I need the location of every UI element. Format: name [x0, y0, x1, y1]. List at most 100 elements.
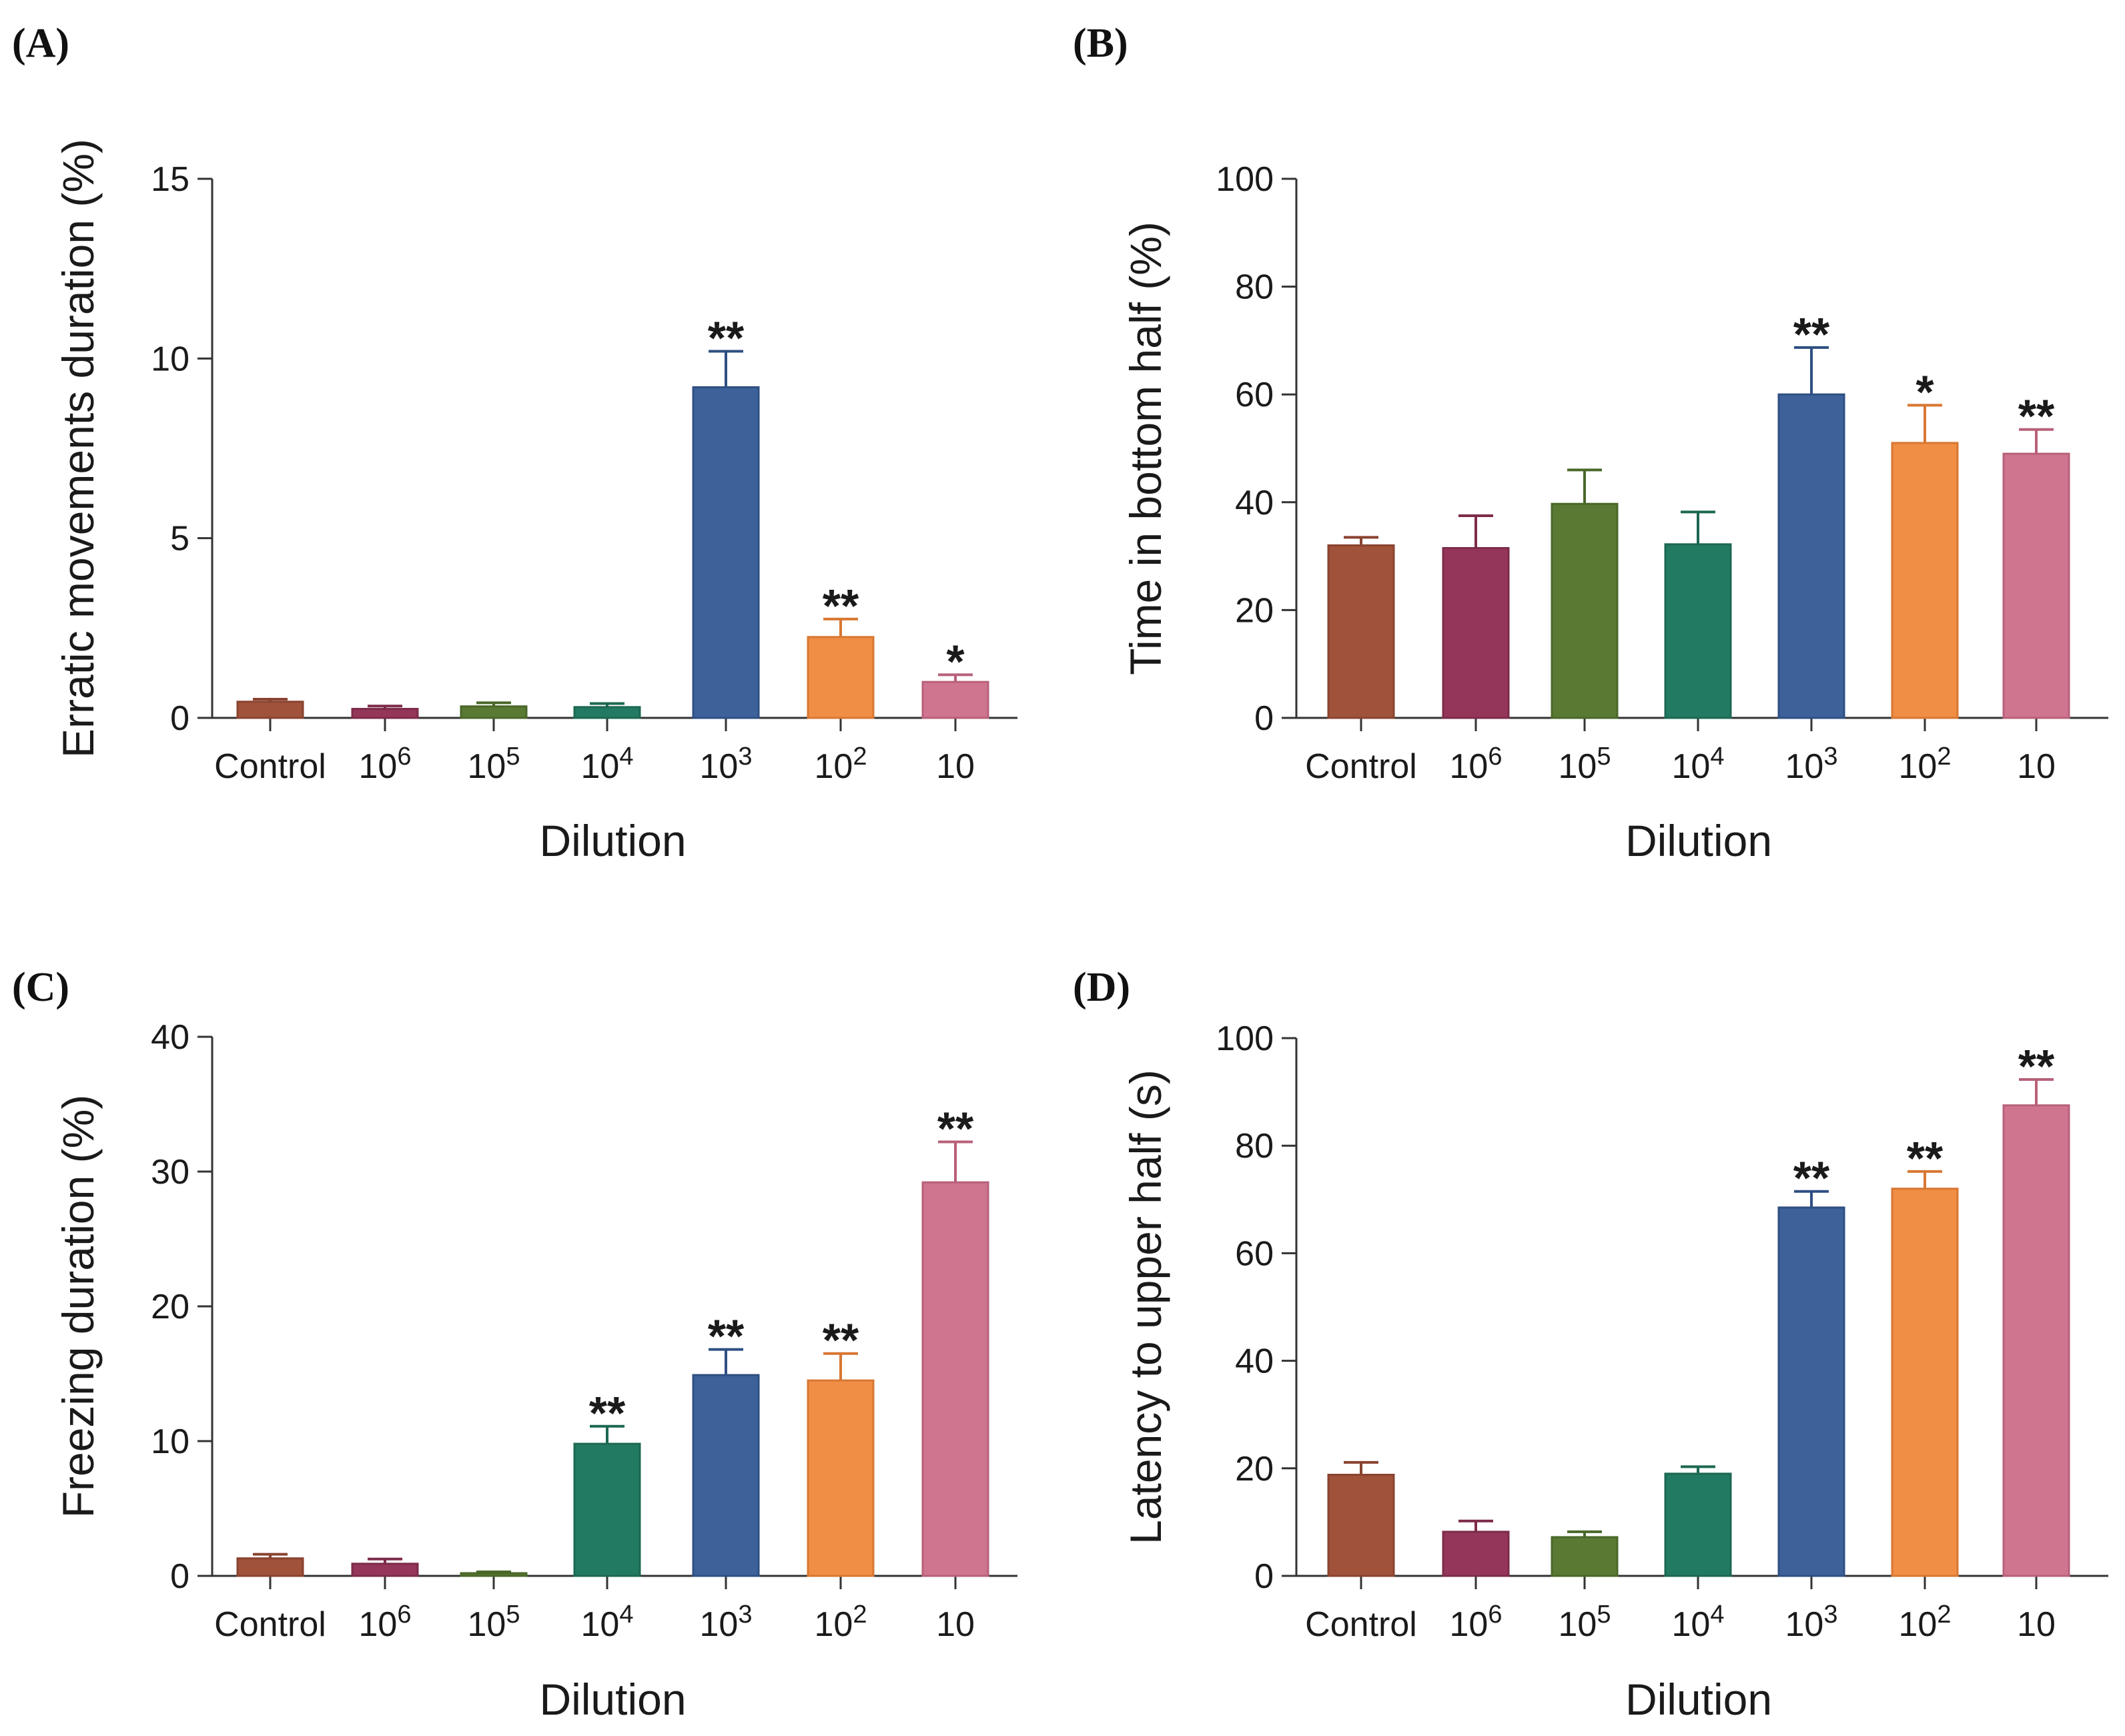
- y-tick-label: 60: [1235, 1234, 1274, 1273]
- bar: [1777, 393, 1845, 719]
- chart-panel-d: (D) 0 20 40 60 80 100 Latency to upper half (s)…: [1073, 965, 2108, 1724]
- bar: [921, 681, 989, 719]
- y-tick-label: 100: [1216, 1019, 1274, 1058]
- significance-mark: **: [2018, 390, 2055, 442]
- chart-panel-b: (B) 0 20 40 60 80 100 Time in bottom half (%) Di…: [1073, 21, 2108, 865]
- x-tick-label: 105: [468, 1601, 520, 1644]
- x-tick-label: Control: [214, 747, 326, 786]
- x-tick-label: 104: [1672, 1601, 1725, 1644]
- bar: [460, 705, 528, 719]
- y-axis-title: Time in bottom half (%): [1121, 222, 1170, 675]
- y-tick-label: 80: [1235, 268, 1274, 307]
- x-tick-label: 104: [1672, 743, 1725, 786]
- x-tick-label: 103: [1785, 743, 1838, 786]
- bar: [807, 1379, 875, 1577]
- panel-label: (D): [1073, 965, 1130, 1010]
- x-tick-label: 10: [936, 747, 975, 786]
- y-tick-label: 20: [151, 1288, 189, 1326]
- significance-mark: **: [708, 1310, 745, 1362]
- bar: [1442, 1531, 1510, 1577]
- panel-label: (B): [1073, 21, 1128, 66]
- bar: [2002, 1104, 2070, 1577]
- y-tick-label: 40: [151, 1018, 189, 1057]
- bar: [351, 1563, 419, 1577]
- x-tick-label: 106: [359, 1601, 412, 1644]
- x-tick-label: 106: [1450, 743, 1503, 786]
- x-tick-label: 10: [2017, 1605, 2056, 1644]
- x-tick-label: 106: [359, 743, 412, 786]
- x-tick-label: 104: [581, 743, 634, 786]
- x-tick-label: 105: [468, 743, 520, 786]
- bar: [1777, 1206, 1845, 1577]
- x-tick-label: 102: [815, 1601, 867, 1644]
- bar: [1442, 546, 1510, 719]
- bar: [236, 1557, 304, 1577]
- significance-mark: **: [823, 1314, 859, 1366]
- x-tick-label: 10: [936, 1605, 975, 1644]
- chart-panel-c: (C) 0 10 20 30 40 Freezing duration (%) Dilutio…: [12, 965, 1017, 1724]
- significance-mark: **: [937, 1103, 974, 1155]
- significance-mark: *: [946, 635, 965, 687]
- y-tick-label: 5: [170, 520, 189, 558]
- y-tick-label: 40: [1235, 484, 1274, 522]
- x-tick-label: 105: [1559, 743, 1611, 786]
- bar: [807, 636, 875, 719]
- y-axis-title: Erratic movements duration (%): [53, 139, 103, 758]
- x-axis-title: Dilution: [539, 816, 686, 865]
- y-tick-label: 20: [1235, 591, 1274, 630]
- bar: [1327, 544, 1395, 719]
- significance-mark: **: [823, 580, 859, 632]
- y-tick-label: 0: [1254, 1557, 1274, 1596]
- bar: [2002, 452, 2070, 719]
- x-axis-title: Dilution: [1625, 1675, 1772, 1724]
- bar: [573, 1442, 641, 1577]
- bar: [1664, 1472, 1732, 1577]
- y-tick-label: 100: [1216, 160, 1274, 199]
- significance-mark: **: [1907, 1132, 1944, 1184]
- y-tick-label: 20: [1235, 1450, 1274, 1488]
- x-tick-label: 102: [815, 743, 867, 786]
- bar: [1891, 442, 1959, 719]
- x-axis-title: Dilution: [539, 1675, 686, 1724]
- bar: [1551, 1536, 1619, 1577]
- x-tick-label: 104: [581, 1601, 634, 1644]
- significance-mark: **: [589, 1387, 626, 1439]
- y-tick-label: 10: [151, 1422, 189, 1461]
- x-tick-label: 106: [1450, 1601, 1503, 1644]
- x-tick-label: 103: [700, 1601, 753, 1644]
- y-tick-label: 60: [1235, 376, 1274, 414]
- x-tick-label: 103: [700, 743, 753, 786]
- bar: [351, 708, 419, 719]
- x-tick-label: Control: [1305, 1605, 1417, 1644]
- bar: [460, 1572, 528, 1577]
- x-tick-label: 102: [1899, 743, 1952, 786]
- y-tick-label: 0: [170, 699, 189, 738]
- x-tick-label: 105: [1559, 1601, 1611, 1644]
- x-tick-label: 103: [1785, 1601, 1838, 1644]
- significance-mark: **: [2018, 1040, 2055, 1092]
- y-axis-title: Latency to upper half (s): [1121, 1069, 1170, 1545]
- bar: [1551, 502, 1619, 719]
- y-tick-label: 10: [151, 340, 189, 378]
- bar: [1664, 543, 1732, 719]
- bar: [692, 386, 760, 719]
- y-tick-label: 15: [151, 160, 189, 199]
- panel-label: (A): [12, 21, 69, 66]
- x-tick-label: Control: [214, 1605, 326, 1644]
- panel-label: (C): [12, 965, 69, 1010]
- bar: [921, 1181, 989, 1577]
- x-tick-label: 10: [2017, 747, 2056, 786]
- significance-mark: **: [708, 312, 745, 364]
- x-axis-title: Dilution: [1625, 816, 1772, 865]
- x-tick-label: Control: [1305, 747, 1417, 786]
- y-tick-label: 0: [1254, 699, 1274, 738]
- significance-mark: **: [1793, 1152, 1830, 1204]
- y-tick-label: 0: [170, 1557, 189, 1596]
- bar: [573, 706, 641, 719]
- y-tick-label: 80: [1235, 1127, 1274, 1166]
- y-tick-label: 40: [1235, 1342, 1274, 1381]
- significance-mark: **: [1793, 308, 1830, 360]
- bar: [236, 701, 304, 719]
- bar: [1891, 1188, 1959, 1577]
